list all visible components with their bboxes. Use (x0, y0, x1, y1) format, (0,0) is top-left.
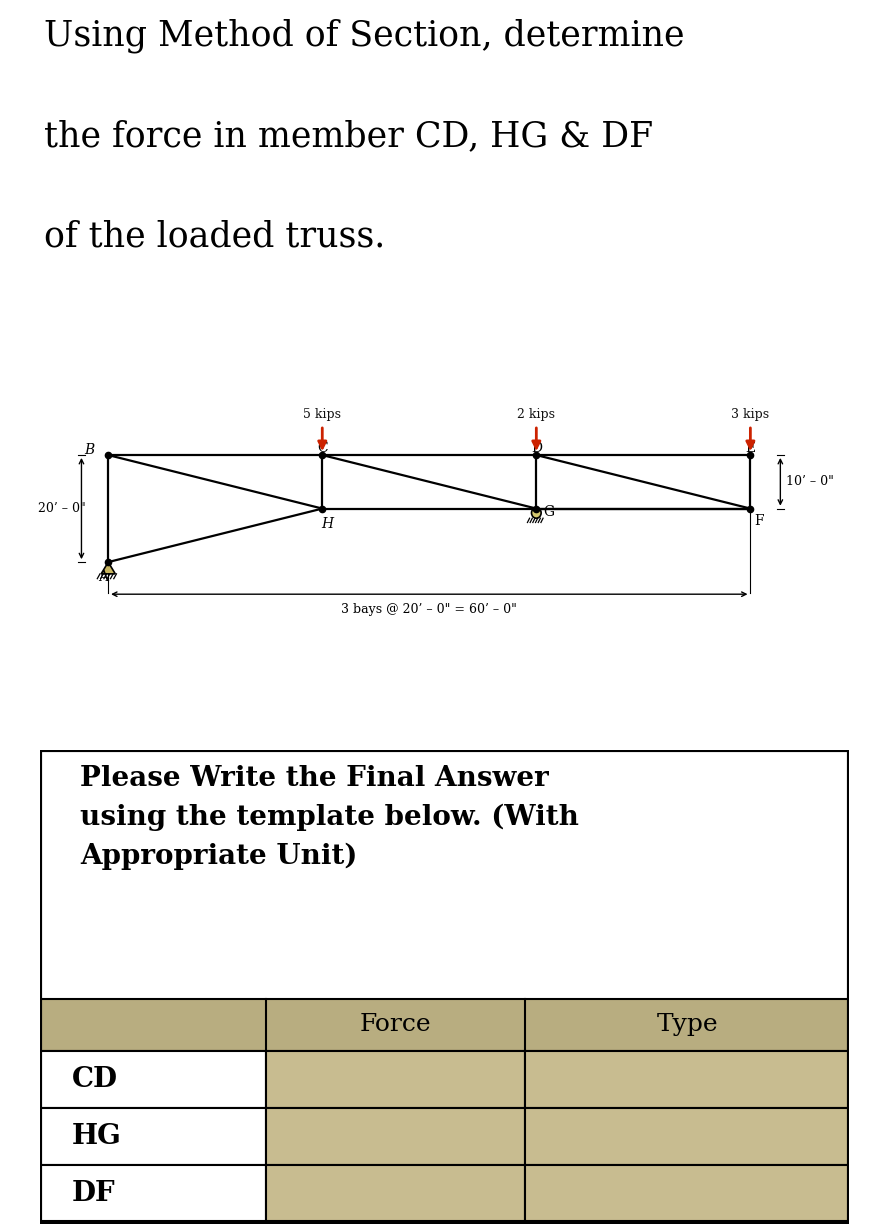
Text: 3 kips: 3 kips (731, 408, 769, 422)
Bar (40, 1050, 267, 1108)
Text: DF: DF (72, 1180, 115, 1207)
Text: Force: Force (360, 1014, 431, 1037)
Text: D: D (531, 440, 542, 455)
Text: the force in member CD, HG & DF: the force in member CD, HG & DF (44, 119, 653, 153)
Text: 2 kips: 2 kips (517, 408, 555, 422)
Bar (525, 1050, 849, 1108)
Bar (267, 1050, 525, 1108)
Text: 20’ – 0": 20’ – 0" (39, 502, 86, 515)
Text: F: F (754, 514, 764, 529)
Bar (525, 1165, 849, 1221)
Bar (40, 1108, 267, 1165)
Bar (40, 1165, 267, 1221)
Polygon shape (101, 562, 115, 574)
Text: 3 bays @ 20’ – 0" = 60’ – 0": 3 bays @ 20’ – 0" = 60’ – 0" (341, 603, 517, 616)
Bar (40, 999, 849, 1050)
Text: B: B (84, 443, 94, 456)
Text: Please Write the Final Answer
using the template below. (With
Appropriate Unit): Please Write the Final Answer using the … (80, 765, 579, 870)
Text: A: A (98, 569, 108, 584)
Bar (40, 750, 849, 999)
Ellipse shape (532, 508, 541, 518)
Bar (267, 1108, 525, 1165)
Text: 5 kips: 5 kips (304, 408, 341, 422)
Text: E: E (745, 440, 755, 455)
Bar (267, 1165, 525, 1221)
Bar (525, 1108, 849, 1165)
Text: Type: Type (656, 1014, 718, 1037)
Text: Using Method of Section, determine: Using Method of Section, determine (44, 18, 685, 53)
Text: 10’ – 0": 10’ – 0" (787, 475, 834, 488)
Text: CD: CD (72, 1066, 118, 1093)
Text: G: G (544, 504, 554, 519)
Text: C: C (317, 440, 327, 455)
Text: H: H (321, 517, 334, 530)
Text: HG: HG (72, 1123, 121, 1150)
Text: of the loaded truss.: of the loaded truss. (44, 219, 385, 253)
